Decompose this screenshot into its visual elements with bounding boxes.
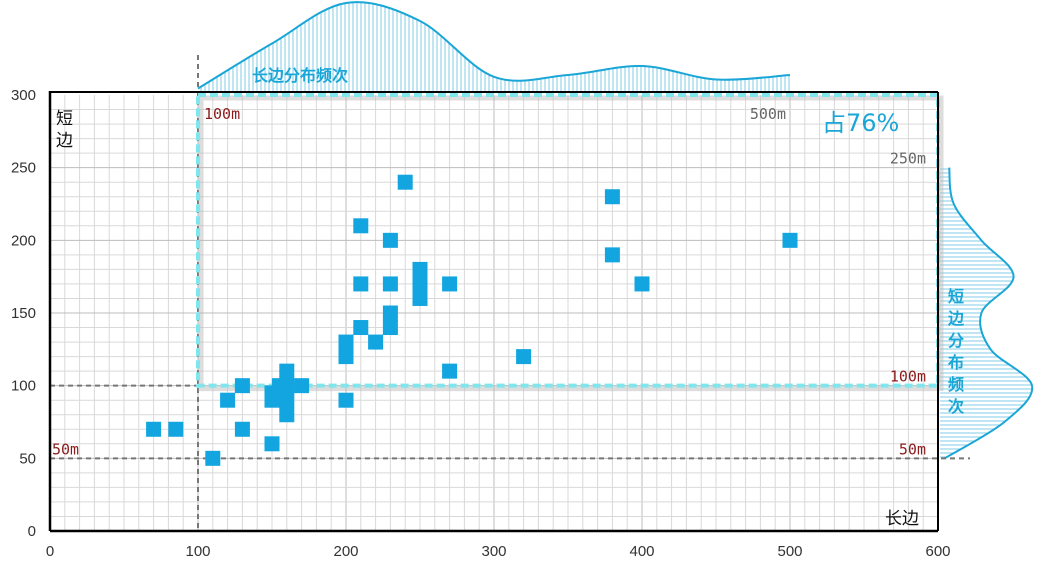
annotation-label: 100m: [890, 368, 926, 386]
data-point: [279, 363, 295, 379]
data-point: [782, 232, 798, 248]
data-point: [604, 189, 620, 205]
region-highlight: [196, 93, 944, 392]
x-tick-label: 200: [333, 543, 358, 560]
long-side-distribution-label: 长边分布频次: [252, 66, 348, 85]
annotations: 100m 500m 250m 100m 50m 50m: [52, 105, 926, 458]
x-tick-label: 300: [481, 543, 506, 560]
data-point: [279, 378, 295, 394]
data-point: [353, 320, 369, 336]
x-tick-label: 400: [629, 543, 654, 560]
tick-labels: 0 100 200 300 400 500 600 0 50 100 150 200 250 300: [11, 87, 951, 560]
data-point: [205, 450, 221, 466]
short-side-distribution-fill: [940, 167, 1033, 459]
x-tick-label: 0: [46, 543, 54, 560]
short-side-distribution-label: 短边分布频次: [947, 287, 965, 416]
y-tick-label: 200: [11, 232, 36, 249]
data-point: [168, 421, 184, 437]
axes: [48, 91, 939, 533]
annotation-label: 250m: [890, 150, 926, 168]
data-point: [353, 276, 369, 292]
data-point: [234, 421, 250, 437]
data-point: [382, 232, 398, 248]
y-tick-label: 0: [28, 523, 36, 540]
data-point: [220, 392, 236, 408]
data-point: [234, 378, 250, 394]
annotation-label: 50m: [899, 440, 926, 458]
short-side-distribution: [940, 167, 1034, 460]
data-point: [397, 174, 413, 190]
long-side-distribution-fill: [198, 2, 790, 94]
y-tick-label: 50: [19, 450, 36, 467]
data-point: [382, 276, 398, 292]
x-axis-label: 长边: [885, 509, 919, 529]
x-tick-label: 100: [185, 543, 210, 560]
data-point: [412, 290, 428, 306]
grid: [50, 95, 938, 531]
y-tick-label: 150: [11, 305, 36, 322]
long-side-distribution-curve: [197, 1, 791, 90]
axis-labels: 短边 长边 长边分布频次 短边分布频次 占76%: [56, 66, 965, 529]
data-points: [146, 174, 798, 466]
data-point: [146, 421, 162, 437]
x-tick-label: 600: [925, 543, 950, 560]
data-point: [279, 407, 295, 423]
region-shadow: [198, 95, 944, 392]
short-side-distribution-curve: [944, 167, 1034, 460]
x-tick-label: 500: [777, 543, 802, 560]
y-tick-label: 250: [11, 160, 36, 177]
data-point: [294, 378, 310, 394]
data-point: [338, 392, 354, 408]
data-point: [279, 392, 295, 408]
data-point: [353, 218, 369, 234]
y-axis-label: 短边: [56, 109, 73, 151]
data-point: [264, 436, 280, 452]
annotation-label: 100m: [204, 105, 240, 123]
data-point: [604, 247, 620, 263]
data-point: [442, 363, 458, 379]
annotation-label: 500m: [750, 105, 786, 123]
data-point: [634, 276, 650, 292]
data-point: [382, 320, 398, 336]
y-tick-label: 300: [11, 87, 36, 104]
data-point: [338, 349, 354, 365]
data-point: [442, 276, 458, 292]
long-side-distribution: [197, 1, 791, 94]
region-box: [196, 93, 940, 388]
annotation-label: 50m: [52, 440, 79, 458]
y-tick-label: 100: [11, 378, 36, 395]
region-percentage-label: 占76%: [822, 109, 899, 137]
data-point: [516, 349, 532, 365]
data-point: [382, 305, 398, 321]
data-point: [368, 334, 384, 350]
